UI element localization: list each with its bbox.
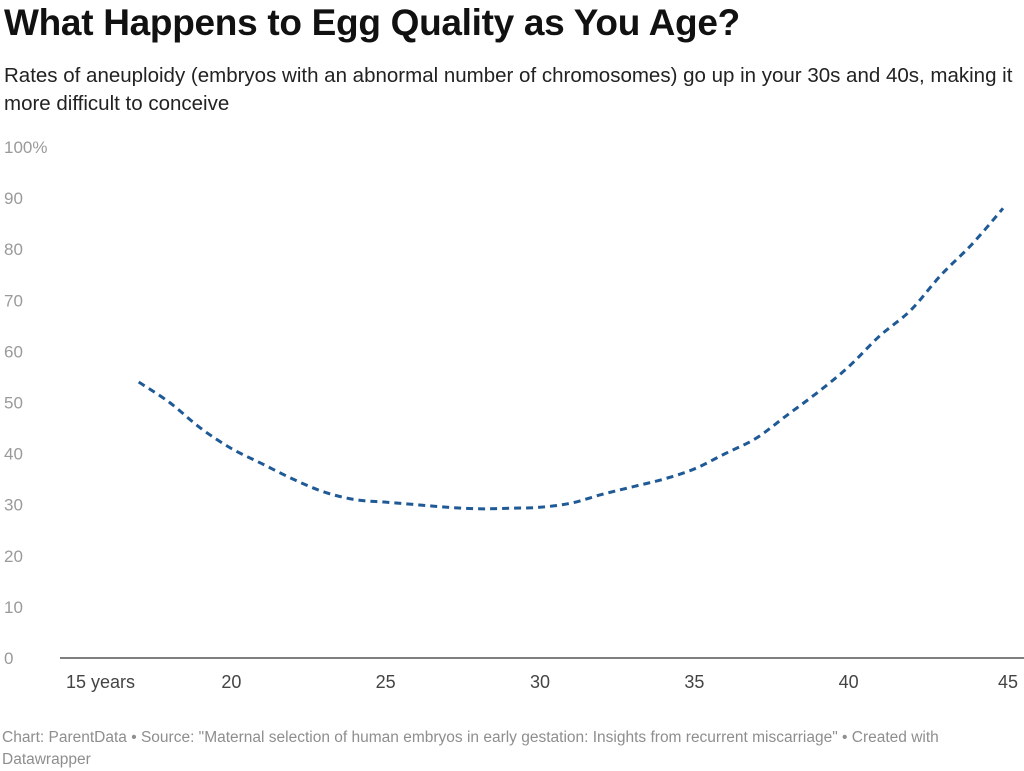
series-layer — [137, 207, 1005, 511]
x-tick-label: 15 years — [66, 672, 135, 692]
x-tick-label: 20 — [221, 672, 241, 692]
chart-title: What Happens to Egg Quality as You Age? — [4, 2, 740, 43]
line-chart: 0 10 20 30 40 50 60 70 80 90 100% 15 years 20 25 30 35… — [4, 138, 1024, 692]
y-tick-label: 70 — [4, 291, 23, 310]
y-tick-label: 40 — [4, 445, 23, 464]
y-tick-label: 20 — [4, 547, 23, 566]
y-axis-labels: 0 10 20 30 40 50 60 70 80 90 100% — [4, 138, 47, 668]
x-tick-label: 25 — [376, 672, 396, 692]
x-tick-label: 40 — [839, 672, 859, 692]
y-tick-label: 50 — [4, 394, 23, 413]
y-tick-label: 100% — [4, 138, 47, 157]
y-tick-label: 30 — [4, 496, 23, 515]
series-line-aneuploidy-rate — [137, 207, 1005, 511]
x-tick-label: 30 — [530, 672, 550, 692]
x-tick-label: 45 — [998, 672, 1018, 692]
x-tick-label: 35 — [684, 672, 704, 692]
y-tick-label: 60 — [4, 342, 23, 361]
y-tick-label: 10 — [4, 598, 23, 617]
chart-subtitle: Rates of aneuploidy (embryos with an abn… — [4, 64, 1013, 115]
chart-source-credit: Chart: ParentData • Source: "Maternal se… — [2, 729, 939, 768]
y-tick-label: 80 — [4, 240, 23, 259]
y-tick-label: 90 — [4, 189, 23, 208]
y-tick-label: 0 — [4, 649, 13, 668]
x-axis-labels: 15 years 20 25 30 35 40 45 — [66, 672, 1018, 692]
